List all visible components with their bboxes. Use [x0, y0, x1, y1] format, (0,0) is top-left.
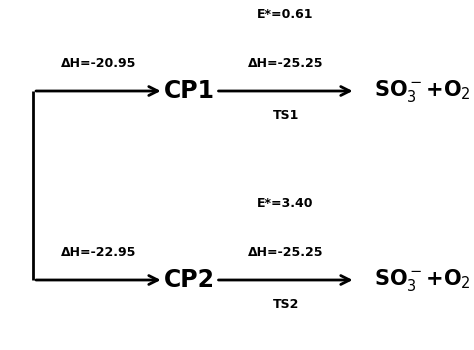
Text: ΔH=-25.25: ΔH=-25.25: [248, 246, 323, 259]
Text: SO$_3^-$+O$_2$: SO$_3^-$+O$_2$: [374, 267, 471, 293]
Text: SO$_3^-$+O$_2$: SO$_3^-$+O$_2$: [374, 78, 471, 104]
Text: ΔH=-22.95: ΔH=-22.95: [61, 246, 136, 259]
Text: CP2: CP2: [164, 268, 215, 292]
Text: CP1: CP1: [164, 79, 215, 103]
Text: TS1: TS1: [273, 108, 299, 121]
Text: E*=3.40: E*=3.40: [257, 197, 314, 210]
Text: ΔH=-25.25: ΔH=-25.25: [248, 57, 323, 70]
Text: ΔH=-20.95: ΔH=-20.95: [61, 57, 136, 70]
Text: TS2: TS2: [273, 298, 299, 310]
Text: E*=0.61: E*=0.61: [257, 8, 314, 21]
